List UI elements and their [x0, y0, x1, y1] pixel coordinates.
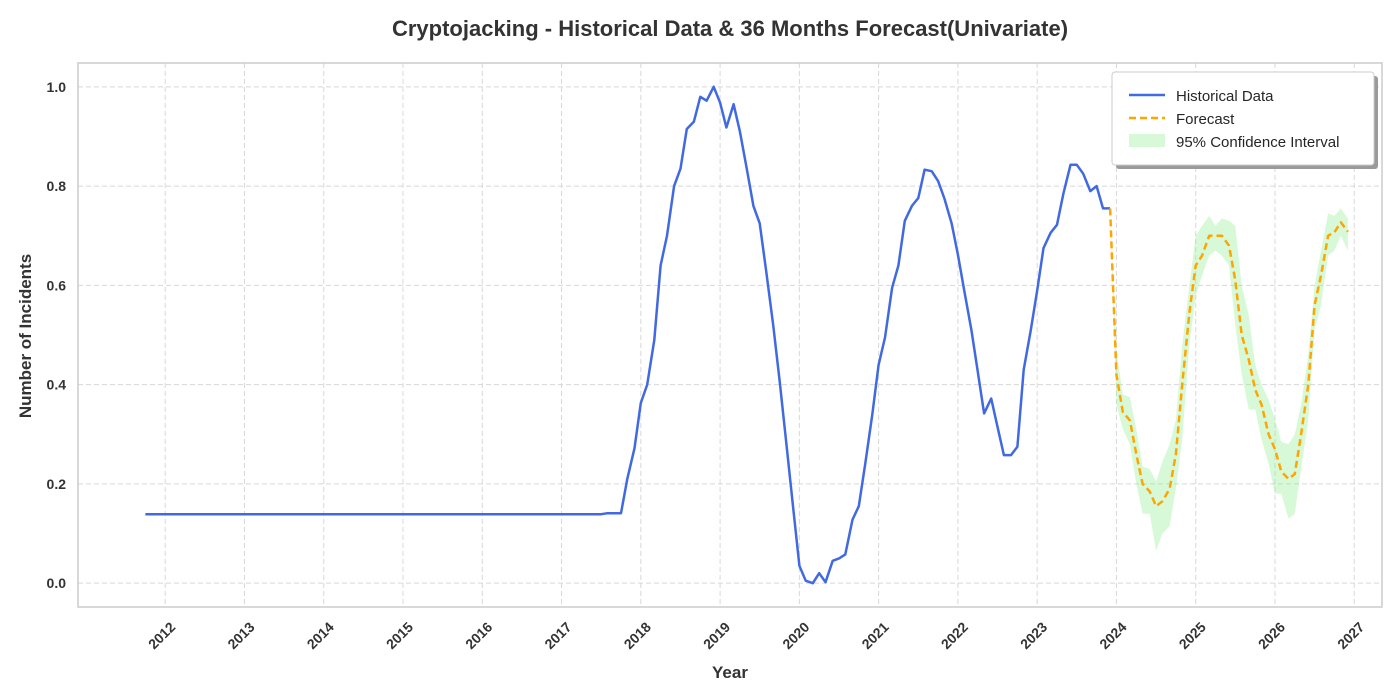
y-tick-label: 0.0 — [47, 575, 67, 591]
x-axis-label: Year — [712, 663, 748, 682]
y-tick-label: 0.4 — [47, 377, 67, 393]
legend-confidence-swatch — [1129, 134, 1165, 147]
y-axis-label: Number of Incidents — [16, 254, 35, 418]
legend-confidence-label: 95% Confidence Interval — [1176, 134, 1339, 151]
legend-box — [1111, 71, 1375, 166]
grid-layer — [78, 63, 1382, 607]
forecast-line — [1108, 208, 1349, 508]
plot-frame — [77, 62, 1383, 608]
chart-title: Cryptojacking - Historical Data & 36 Mon… — [392, 16, 1068, 41]
y-tick-label: 1.0 — [47, 79, 67, 95]
confidence-interval-band — [1110, 208, 1348, 551]
series-layer — [145, 85, 1349, 585]
y-tick-label: 0.8 — [47, 178, 67, 194]
y-tick-label: 0.2 — [47, 476, 67, 492]
historical-data-line — [145, 85, 1111, 585]
legend-historical-label: Historical Data — [1176, 88, 1274, 105]
legend: Historical Data Forecast 95% Confidence … — [1111, 71, 1378, 169]
legend-forecast-label: Forecast — [1176, 111, 1235, 128]
y-tick-label: 0.6 — [47, 277, 67, 293]
confidence-interval-layer — [1110, 208, 1348, 551]
y-axis-ticks: 0.0 0.2 0.4 0.6 0.8 1.0 — [47, 79, 67, 591]
